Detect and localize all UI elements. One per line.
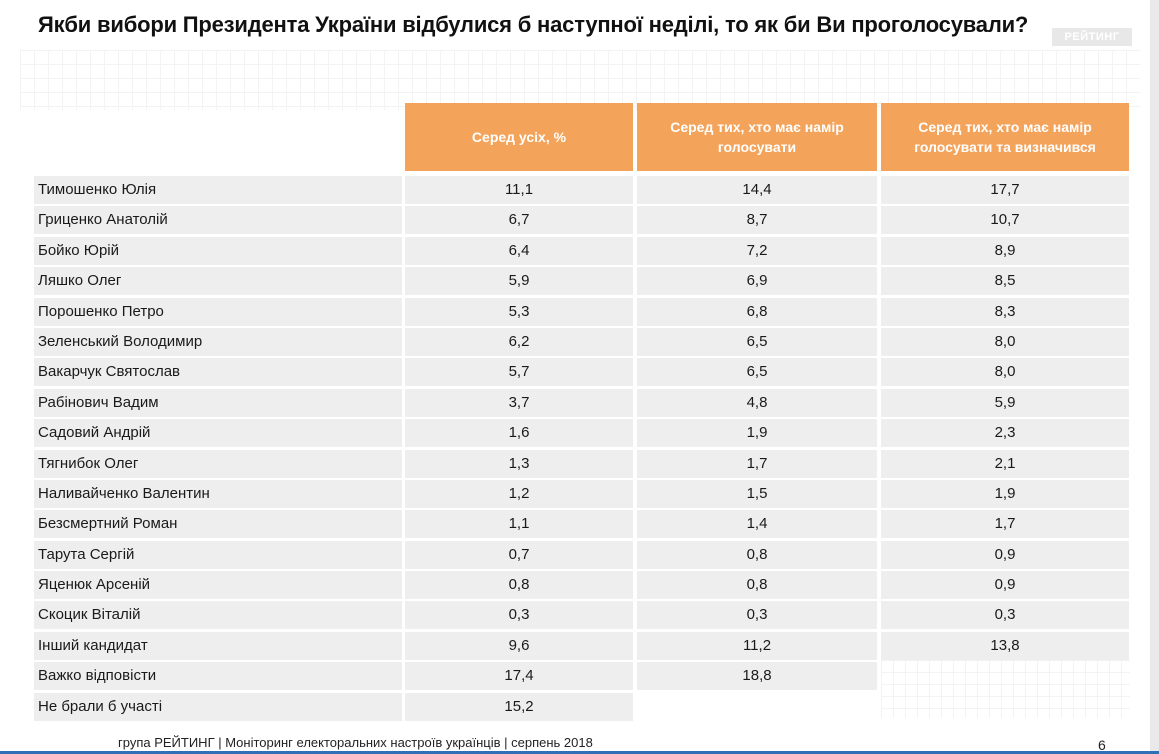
value-cell: 8,9 bbox=[881, 236, 1129, 265]
candidate-name: Яценюк Арсеній bbox=[34, 571, 402, 600]
table-row: Яценюк Арсеній 0,8 0,8 0,9 bbox=[34, 570, 1130, 600]
value-cell: 11,2 bbox=[637, 631, 877, 660]
candidate-name: Зеленський Володимир bbox=[34, 327, 402, 356]
value-cell: 11,1 bbox=[405, 176, 633, 204]
candidate-name: Тимошенко Юлія bbox=[34, 176, 402, 204]
table-row: Гриценко Анатолій 6,7 8,7 10,7 bbox=[34, 205, 1130, 235]
table-row: Садовий Андрій 1,6 1,9 2,3 bbox=[34, 418, 1130, 448]
value-cell: 5,9 bbox=[405, 267, 633, 296]
page-number: 6 bbox=[1098, 737, 1106, 753]
value-cell: 10,7 bbox=[881, 206, 1129, 235]
value-cell: 7,2 bbox=[637, 236, 877, 265]
table-row: Ляшко Олег 5,9 6,9 8,5 bbox=[34, 266, 1130, 296]
column-header-intend-to-vote: Серед тих, хто має намір голосувати bbox=[637, 103, 877, 171]
candidate-name: Порошенко Петро bbox=[34, 297, 402, 326]
value-cell: 17,4 bbox=[405, 662, 633, 691]
value-cell: 2,1 bbox=[881, 449, 1129, 478]
value-cell: 8,0 bbox=[881, 358, 1129, 387]
value-cell: 6,8 bbox=[637, 297, 877, 326]
value-cell: 1,2 bbox=[405, 479, 633, 508]
table-row: Наливайченко Валентин 1,2 1,5 1,9 bbox=[34, 479, 1130, 509]
value-cell: 1,9 bbox=[881, 479, 1129, 508]
value-cell: 6,5 bbox=[637, 327, 877, 356]
value-cell: 3,7 bbox=[405, 388, 633, 417]
value-cell: 14,4 bbox=[637, 176, 877, 204]
candidate-name: Тарута Сергій bbox=[34, 540, 402, 569]
value-cell: 6,5 bbox=[637, 358, 877, 387]
table-row: Тарута Сергій 0,7 0,8 0,9 bbox=[34, 540, 1130, 570]
background-watermark bbox=[20, 50, 1140, 110]
table-row: Зеленський Володимир 6,2 6,5 8,0 bbox=[34, 327, 1130, 357]
value-cell: 0,9 bbox=[881, 571, 1129, 600]
value-cell: 18,8 bbox=[637, 662, 877, 691]
value-cell: 17,7 bbox=[881, 176, 1129, 204]
bottom-accent-bar bbox=[0, 751, 1159, 754]
value-cell: 6,9 bbox=[637, 267, 877, 296]
value-cell: 1,7 bbox=[881, 510, 1129, 539]
value-cell: 1,5 bbox=[637, 479, 877, 508]
value-cell: 4,8 bbox=[637, 388, 877, 417]
candidate-name: Рабінович Вадим bbox=[34, 388, 402, 417]
value-cell: 1,7 bbox=[637, 449, 877, 478]
value-cell: 0,3 bbox=[881, 601, 1129, 630]
candidate-name: Ляшко Олег bbox=[34, 267, 402, 296]
candidate-name: Гриценко Анатолій bbox=[34, 206, 402, 235]
candidate-name: Садовий Андрій bbox=[34, 419, 402, 448]
value-cell: 0,3 bbox=[637, 601, 877, 630]
value-cell: 8,7 bbox=[637, 206, 877, 235]
value-cell: 0,9 bbox=[881, 540, 1129, 569]
value-cell: 0,3 bbox=[405, 601, 633, 630]
table-row: Бойко Юрій 6,4 7,2 8,9 bbox=[34, 236, 1130, 266]
value-cell: 1,9 bbox=[637, 419, 877, 448]
value-cell: 6,7 bbox=[405, 206, 633, 235]
value-cell: 6,4 bbox=[405, 236, 633, 265]
value-cell: 13,8 bbox=[881, 631, 1129, 660]
value-cell: 5,7 bbox=[405, 358, 633, 387]
value-cell: 9,6 bbox=[405, 631, 633, 660]
value-cell: 0,8 bbox=[637, 540, 877, 569]
slide-title: Якби вибори Президента України відбулися… bbox=[38, 12, 1029, 37]
value-cell: 0,8 bbox=[637, 571, 877, 600]
value-cell: 1,6 bbox=[405, 419, 633, 448]
candidate-name: Безсмертний Роман bbox=[34, 510, 402, 539]
value-cell: 0,7 bbox=[405, 540, 633, 569]
value-cell: 5,3 bbox=[405, 297, 633, 326]
candidate-name: Важко відповісти bbox=[34, 662, 402, 691]
value-cell: 2,3 bbox=[881, 419, 1129, 448]
candidate-name: Вакарчук Святослав bbox=[34, 358, 402, 387]
value-cell: 15,2 bbox=[405, 692, 633, 721]
table-row: Рабінович Вадим 3,7 4,8 5,9 bbox=[34, 388, 1130, 418]
table-row: Порошенко Петро 5,3 6,8 8,3 bbox=[34, 297, 1130, 327]
candidate-name: Тягнибок Олег bbox=[34, 449, 402, 478]
rating-logo: РЕЙТИНГ bbox=[1052, 28, 1132, 46]
table-row: Інший кандидат 9,6 11,2 13,8 bbox=[34, 631, 1130, 661]
table-row: Безсмертний Роман 1,1 1,4 1,7 bbox=[34, 509, 1130, 539]
candidate-name: Інший кандидат bbox=[34, 631, 402, 660]
footer-caption: група РЕЙТИНГ | Моніторинг електоральних… bbox=[118, 735, 593, 750]
value-cell: 8,0 bbox=[881, 327, 1129, 356]
value-cell: 8,3 bbox=[881, 297, 1129, 326]
value-cell: 5,9 bbox=[881, 388, 1129, 417]
table-row: Тягнибок Олег 1,3 1,7 2,1 bbox=[34, 449, 1130, 479]
value-cell: 1,1 bbox=[405, 510, 633, 539]
background-watermark-lower bbox=[881, 660, 1130, 718]
results-table: Тимошенко Юлія 11,1 14,4 17,7 Гриценко Анато… bbox=[34, 175, 1130, 722]
table-row: Скоцик Віталій 0,3 0,3 0,3 bbox=[34, 600, 1130, 630]
table-row: Вакарчук Святослав 5,7 6,5 8,0 bbox=[34, 357, 1130, 387]
candidate-name: Бойко Юрій bbox=[34, 236, 402, 265]
value-cell: 0,8 bbox=[405, 571, 633, 600]
table-row: Тимошенко Юлія 11,1 14,4 17,7 bbox=[34, 175, 1130, 205]
value-cell: 1,4 bbox=[637, 510, 877, 539]
column-header-decided: Серед тих, хто має намір голосувати та в… bbox=[881, 103, 1129, 171]
slide-edge bbox=[1150, 0, 1159, 754]
value-cell: 6,2 bbox=[405, 327, 633, 356]
candidate-name: Скоцик Віталій bbox=[34, 601, 402, 630]
value-cell: 8,5 bbox=[881, 267, 1129, 296]
table-row: Важко відповісти 17,4 18,8 bbox=[34, 661, 1130, 691]
candidate-name: Наливайченко Валентин bbox=[34, 479, 402, 508]
value-cell: 1,3 bbox=[405, 449, 633, 478]
column-header-all: Серед усіх, % bbox=[405, 103, 633, 171]
table-row: Не брали б участі 15,2 bbox=[34, 692, 1130, 722]
candidate-name: Не брали б участі bbox=[34, 692, 402, 721]
